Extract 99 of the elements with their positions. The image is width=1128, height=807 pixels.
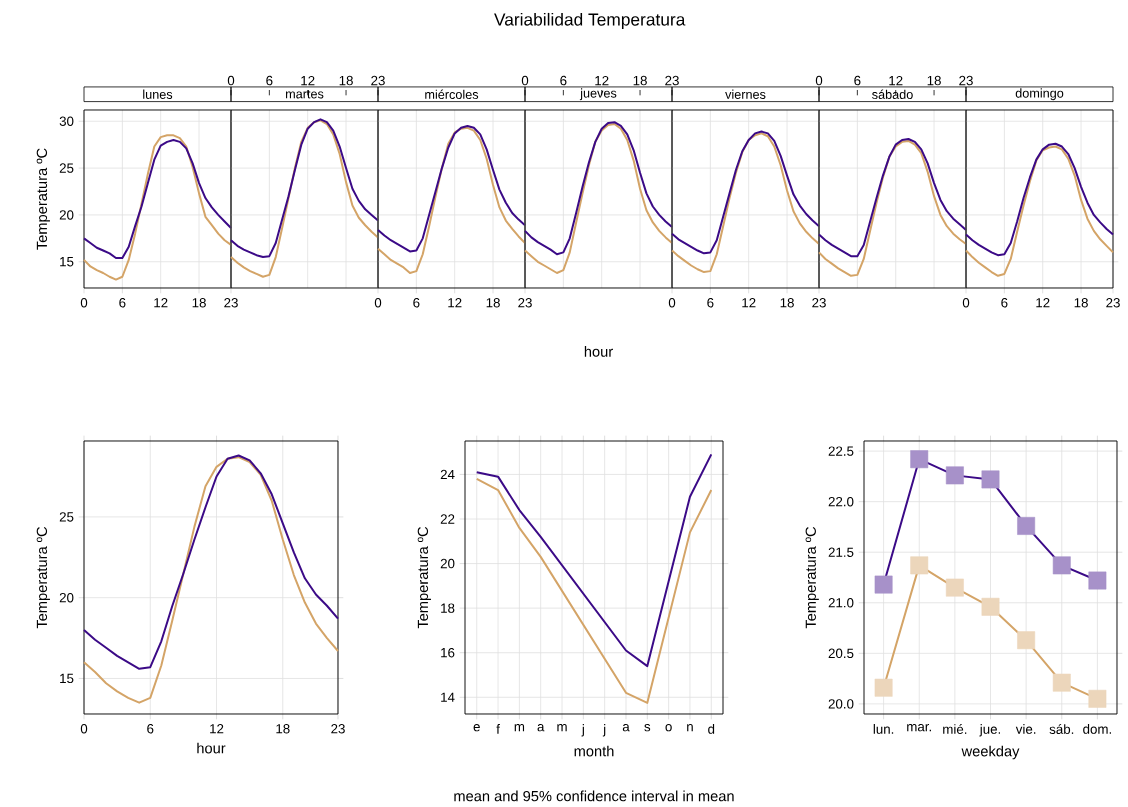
x2-tick-label: 0 xyxy=(227,75,235,86)
y-tick-label: 22 xyxy=(440,514,455,524)
y-tick-label: 20 xyxy=(59,592,74,603)
x-tick-label: 6 xyxy=(147,724,154,734)
x-tick-label: 12 xyxy=(448,298,462,308)
x-tick-label: vie. xyxy=(1015,724,1036,734)
x-tick-label: d xyxy=(708,724,715,734)
y-tick-label: 20 xyxy=(59,210,74,220)
x-tick-label: 6 xyxy=(119,298,126,308)
x-axis-title: month xyxy=(574,745,614,757)
x2-tick-label: 12 xyxy=(889,75,903,86)
x-tick-label: 18 xyxy=(780,298,794,308)
y-tick-label: 25 xyxy=(59,163,74,173)
y-tick-label: 15 xyxy=(60,673,74,684)
y-tick-label: 18 xyxy=(441,603,455,613)
y-tick-label: 20.0 xyxy=(828,699,854,709)
y-tick-label: 22.0 xyxy=(828,496,854,507)
y-axis-title: Temperatura ºC xyxy=(417,526,431,629)
x-tick-label: jue. xyxy=(979,724,1001,737)
text: Variabilidad Temperatura xyxy=(494,12,686,30)
x-tick-label: 18 xyxy=(486,298,500,308)
y-tick-label: 25 xyxy=(59,512,74,522)
y-tick-label: 16 xyxy=(441,648,455,658)
chart-title: miércoles xyxy=(425,89,479,99)
x-tick-label: 6 xyxy=(707,298,714,308)
y-tick-label: 24 xyxy=(440,469,455,480)
chart-title: martes xyxy=(285,90,324,99)
text: mean and 95% confidence interval in mean xyxy=(454,790,734,802)
x-tick-label: 12 xyxy=(154,298,168,308)
x-tick-label: 12 xyxy=(742,298,756,308)
x-axis-title: hour xyxy=(584,346,613,357)
x-tick-label: e xyxy=(473,724,480,732)
y-tick-label: 21.0 xyxy=(828,598,854,608)
line-series xyxy=(475,453,713,668)
x2-tick-label: 0 xyxy=(815,75,823,86)
x-tick-label: j xyxy=(581,724,584,737)
x2-tick-label: 18 xyxy=(633,75,647,86)
x-tick-label: 0 xyxy=(668,298,676,308)
x-tick-label: 12 xyxy=(210,724,224,734)
x2-tick-label: 23 xyxy=(371,75,385,86)
x-tick-label: a xyxy=(622,724,630,732)
x-tick-label: sáb. xyxy=(1049,724,1074,734)
x2-tick-label: 6 xyxy=(854,75,861,86)
x-tick-label: n xyxy=(687,724,693,732)
x-tick-label: 18 xyxy=(1074,298,1088,308)
y-tick-label: 20 xyxy=(440,558,455,569)
x2-tick-label: 6 xyxy=(560,75,567,86)
line-series xyxy=(83,134,232,281)
x-tick-label: 0 xyxy=(374,298,382,308)
chart-title: viernes xyxy=(725,89,766,99)
y-tick-label: 21.5 xyxy=(828,547,854,557)
x-tick-label: 18 xyxy=(192,298,206,308)
x-tick-label: 0 xyxy=(80,724,88,734)
x2-tick-label: 12 xyxy=(301,75,315,86)
x2-tick-label: 18 xyxy=(927,75,941,86)
x-tick-label: 23 xyxy=(518,298,532,308)
line-series xyxy=(475,477,713,704)
x2-tick-label: 12 xyxy=(595,75,609,86)
y-axis-title: Temperatura ºC xyxy=(805,526,819,629)
y-tick-label: 15 xyxy=(60,257,74,267)
y-tick-label: 30 xyxy=(59,116,74,126)
x-tick-label: o xyxy=(665,724,672,732)
x-tick-label: 12 xyxy=(1036,298,1050,308)
x-tick-label: m xyxy=(557,724,567,732)
y-tick-label: 20.5 xyxy=(828,648,854,659)
x2-tick-label: 6 xyxy=(266,75,273,86)
x-tick-label: j xyxy=(602,724,606,737)
x2-tick-label: 18 xyxy=(339,75,353,86)
x-tick-label: mié. xyxy=(943,724,967,734)
x-tick-label: lun. xyxy=(873,724,894,734)
x-tick-label: 23 xyxy=(224,298,238,308)
x-axis-title: weekday xyxy=(961,745,1020,760)
x-tick-label: s xyxy=(644,724,651,732)
y-tick-label: 22.5 xyxy=(828,446,854,456)
chart-title: lunes xyxy=(143,89,173,99)
x-tick-label: m xyxy=(514,724,525,732)
x-tick-label: 18 xyxy=(276,724,290,734)
x-tick-label: a xyxy=(537,724,545,732)
x2-tick-label: 23 xyxy=(959,75,973,86)
x-axis-title: hour xyxy=(197,742,226,754)
x2-tick-label: 23 xyxy=(665,75,679,86)
y-axis-title: Temperatura ºC xyxy=(36,148,50,250)
x-tick-label: 23 xyxy=(1106,298,1120,308)
x-tick-label: 6 xyxy=(1001,298,1008,308)
chart-title: domingo xyxy=(1015,88,1064,101)
y-axis-title: Temperatura ºC xyxy=(36,526,50,629)
x2-tick-label: 0 xyxy=(521,75,529,86)
x-tick-label: f xyxy=(496,724,500,734)
x-tick-label: 0 xyxy=(80,298,88,308)
x-tick-label: 6 xyxy=(413,298,420,308)
line-series xyxy=(83,138,232,260)
chart-title: sábado xyxy=(872,89,913,99)
chart-title: jueves xyxy=(579,88,617,101)
x-tick-label: 0 xyxy=(962,298,970,308)
x-tick-label: 23 xyxy=(812,298,826,308)
x-tick-label: dom. xyxy=(1083,724,1111,734)
x-tick-label: 23 xyxy=(331,724,345,734)
y-tick-label: 14 xyxy=(441,692,455,702)
x-tick-label: mar. xyxy=(907,724,931,732)
